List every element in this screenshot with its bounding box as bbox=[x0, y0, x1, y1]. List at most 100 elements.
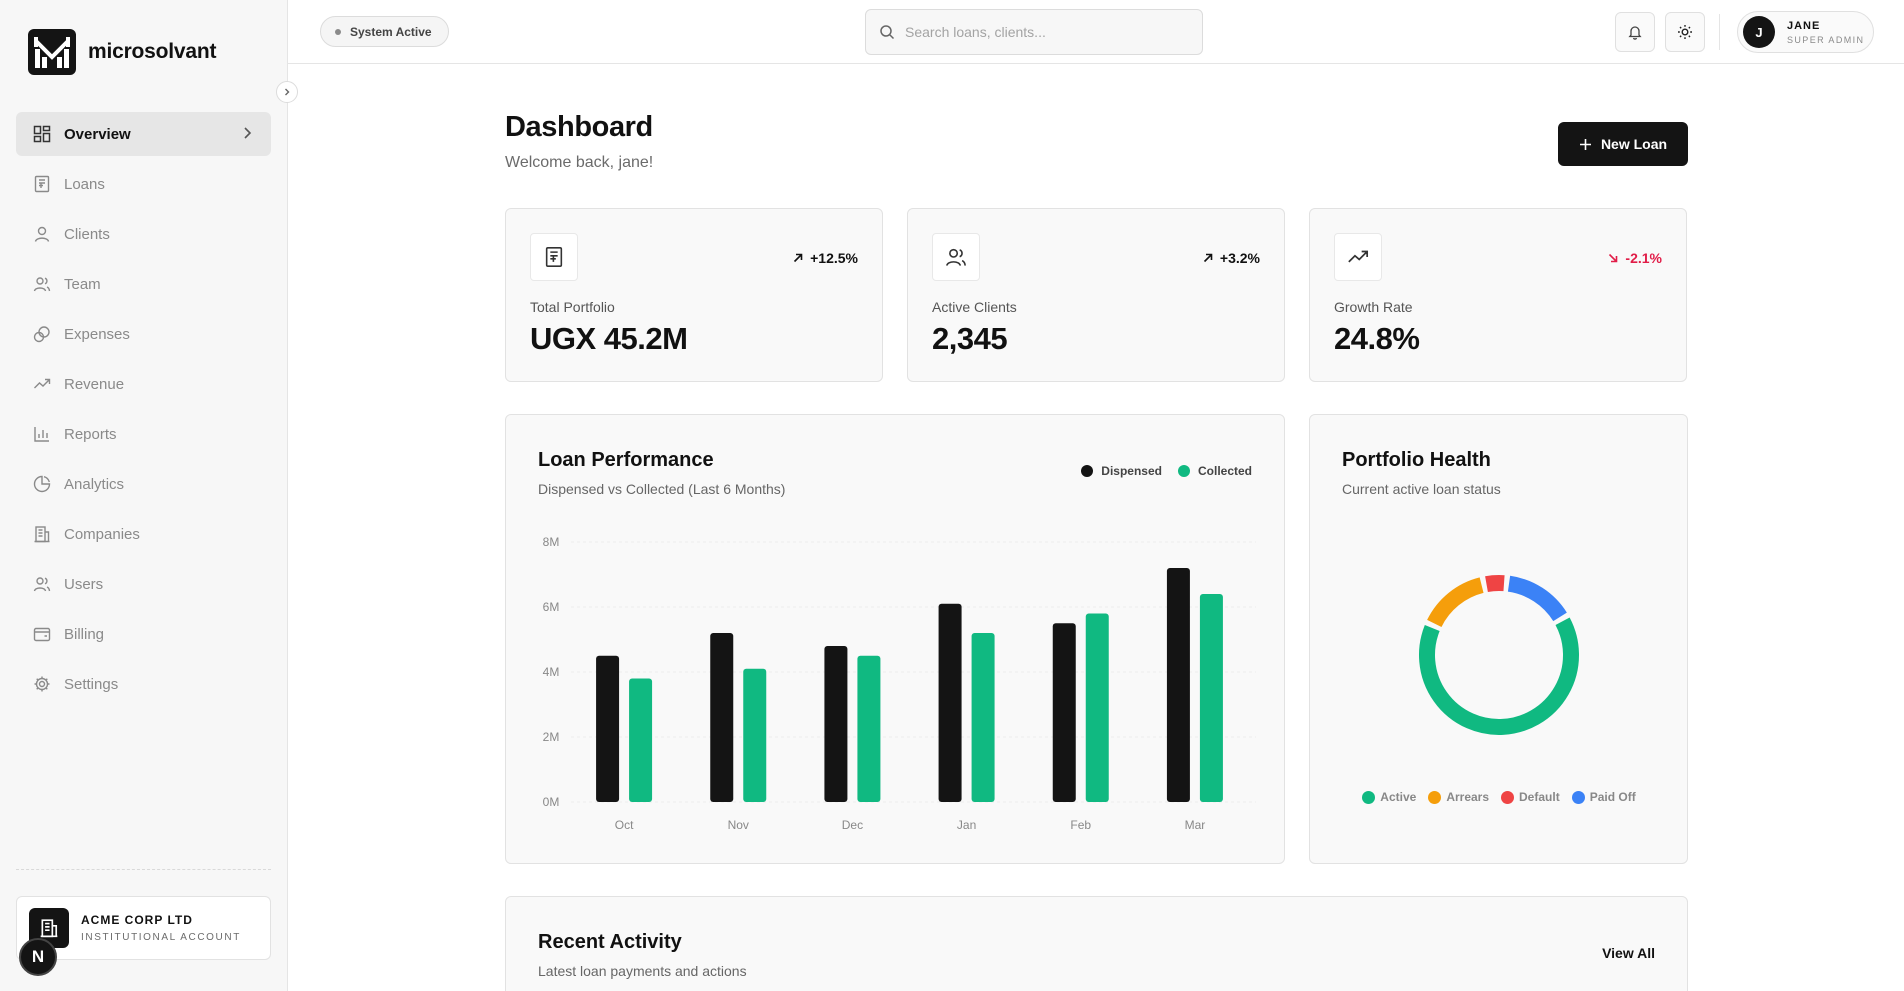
sidebar-item-label: Billing bbox=[64, 625, 105, 643]
theme-toggle-button[interactable] bbox=[1665, 12, 1705, 52]
user-name: JANE bbox=[1787, 19, 1821, 32]
search-input[interactable] bbox=[905, 24, 1185, 40]
arrow-up-right-icon bbox=[1202, 252, 1214, 264]
legend-dot-icon bbox=[1571, 790, 1585, 804]
x-tick-label: Nov bbox=[728, 818, 749, 832]
legend-item-dispensed: Dispensed bbox=[1081, 464, 1162, 478]
search-icon bbox=[880, 25, 895, 40]
bell-icon bbox=[1628, 26, 1642, 40]
sidebar-item-team[interactable]: Team bbox=[16, 262, 271, 306]
sidebar: microsolvant Overview Loans Clients bbox=[0, 0, 288, 991]
donut-slice-paid-off[interactable] bbox=[1507, 575, 1567, 622]
stat-card-growth-rate: -2.1% Growth Rate 24.8% bbox=[1309, 208, 1687, 382]
stat-label: Active Clients bbox=[932, 299, 1017, 315]
user-menu[interactable]: J JANE SUPER ADMIN bbox=[1737, 11, 1874, 53]
sidebar-divider bbox=[16, 869, 271, 870]
stat-trend-value: +3.2% bbox=[1219, 250, 1260, 266]
notifications-button[interactable] bbox=[1615, 12, 1655, 52]
sidebar-item-loans[interactable]: Loans bbox=[16, 162, 271, 206]
receipt-icon bbox=[530, 233, 578, 281]
sidebar-item-revenue[interactable]: Revenue bbox=[16, 362, 271, 406]
bar-collected-feb[interactable] bbox=[1085, 613, 1109, 803]
bar-collected-nov[interactable] bbox=[743, 668, 767, 802]
sidebar-item-analytics[interactable]: Analytics bbox=[16, 462, 271, 506]
clients-icon bbox=[32, 224, 52, 244]
stat-trend: -2.1% bbox=[1607, 250, 1662, 266]
sidebar-item-label: Revenue bbox=[64, 375, 125, 393]
legend-dot-icon bbox=[1362, 790, 1376, 804]
donut-slice-default[interactable] bbox=[1485, 575, 1505, 593]
users-icon bbox=[32, 574, 52, 594]
sidebar-item-overview[interactable]: Overview bbox=[16, 112, 271, 156]
status-dot-icon bbox=[335, 28, 341, 35]
bar-dispensed-nov[interactable] bbox=[710, 633, 734, 802]
pie-legend: Active Arrears Default Paid Off bbox=[1310, 790, 1688, 804]
bar-collected-oct[interactable] bbox=[629, 678, 653, 803]
stat-card-total-portfolio: +12.5% Total Portfolio UGX 45.2M bbox=[505, 208, 883, 382]
bar-dispensed-jan[interactable] bbox=[938, 603, 962, 802]
account-name: ACME CORP LTD bbox=[81, 913, 193, 927]
panel-title: Portfolio Health bbox=[1342, 449, 1491, 471]
account-type: INSTITUTIONAL ACCOUNT bbox=[81, 932, 241, 943]
plus-icon bbox=[1579, 138, 1592, 151]
stat-value: 2,345 bbox=[932, 321, 1008, 356]
view-all-link[interactable]: View All bbox=[1602, 945, 1655, 961]
sidebar-item-reports[interactable]: Reports bbox=[16, 412, 271, 456]
users-icon bbox=[932, 233, 980, 281]
sidebar-item-label: Settings bbox=[64, 675, 119, 693]
sidebar-collapse-button[interactable] bbox=[276, 81, 298, 103]
y-tick-label: 8M bbox=[543, 535, 560, 549]
stat-value: 24.8% bbox=[1334, 321, 1420, 356]
dev-tools-badge[interactable]: N bbox=[19, 938, 57, 976]
brand-logo bbox=[28, 29, 76, 75]
bar-dispensed-feb[interactable] bbox=[1052, 623, 1076, 802]
legend-label: Collected bbox=[1197, 464, 1252, 478]
legend-dot-icon bbox=[1428, 790, 1442, 804]
avatar: J bbox=[1743, 16, 1775, 48]
brand[interactable]: microsolvant bbox=[28, 29, 217, 75]
bar-dispensed-dec[interactable] bbox=[824, 646, 848, 802]
stat-label: Total Portfolio bbox=[530, 299, 615, 315]
legend-item-paid-off: Paid Off bbox=[1571, 790, 1636, 804]
user-role: SUPER ADMIN bbox=[1787, 34, 1865, 45]
sidebar-item-settings[interactable]: Settings bbox=[16, 662, 271, 706]
y-tick-label: 4M bbox=[543, 665, 560, 679]
donut-slice-arrears[interactable] bbox=[1427, 577, 1484, 628]
legend-dot-icon bbox=[1501, 790, 1515, 804]
companies-icon bbox=[32, 524, 52, 544]
bar-dispensed-mar[interactable] bbox=[1166, 568, 1190, 802]
new-loan-button[interactable]: New Loan bbox=[1558, 122, 1688, 166]
arrow-up-right-icon bbox=[792, 252, 804, 264]
legend-item-arrears: Arrears bbox=[1428, 790, 1489, 804]
donut-slice-active[interactable] bbox=[1419, 617, 1579, 735]
bar-collected-mar[interactable] bbox=[1199, 594, 1223, 802]
sidebar-item-label: Overview bbox=[64, 125, 131, 143]
system-status-badge: System Active bbox=[320, 16, 449, 47]
page-subtitle: Welcome back, jane! bbox=[505, 154, 654, 171]
chart-legend: Dispensed Collected bbox=[1065, 464, 1252, 478]
bar-collected-jan[interactable] bbox=[971, 633, 995, 802]
x-tick-label: Feb bbox=[1070, 818, 1091, 832]
sidebar-item-billing[interactable]: Billing bbox=[16, 612, 271, 656]
sidebar-item-label: Loans bbox=[64, 175, 105, 193]
trending-up-icon bbox=[1334, 233, 1382, 281]
sidebar-item-label: Analytics bbox=[64, 475, 125, 493]
arrow-down-right-icon bbox=[1607, 252, 1619, 264]
overview-icon bbox=[32, 124, 52, 144]
sidebar-item-companies[interactable]: Companies bbox=[16, 512, 271, 556]
bar-dispensed-oct[interactable] bbox=[596, 655, 620, 802]
billing-icon bbox=[32, 624, 52, 644]
sidebar-item-expenses[interactable]: Expenses bbox=[16, 312, 271, 356]
sidebar-item-clients[interactable]: Clients bbox=[16, 212, 271, 256]
legend-item-collected: Collected bbox=[1177, 464, 1252, 478]
recent-activity-panel: Recent Activity Latest loan payments and… bbox=[505, 896, 1688, 991]
sidebar-item-label: Expenses bbox=[64, 325, 130, 343]
legend-dot-icon bbox=[1081, 465, 1094, 477]
sidebar-item-users[interactable]: Users bbox=[16, 562, 271, 606]
team-icon bbox=[32, 274, 52, 294]
revenue-icon bbox=[32, 374, 52, 394]
bar-collected-dec[interactable] bbox=[857, 655, 881, 802]
account-card[interactable]: ACME CORP LTD INSTITUTIONAL ACCOUNT bbox=[16, 896, 271, 960]
loan-performance-panel: Loan Performance Dispensed vs Collected … bbox=[505, 414, 1285, 864]
topbar: System Active J JANE SUPER ADMIN bbox=[288, 0, 1904, 64]
